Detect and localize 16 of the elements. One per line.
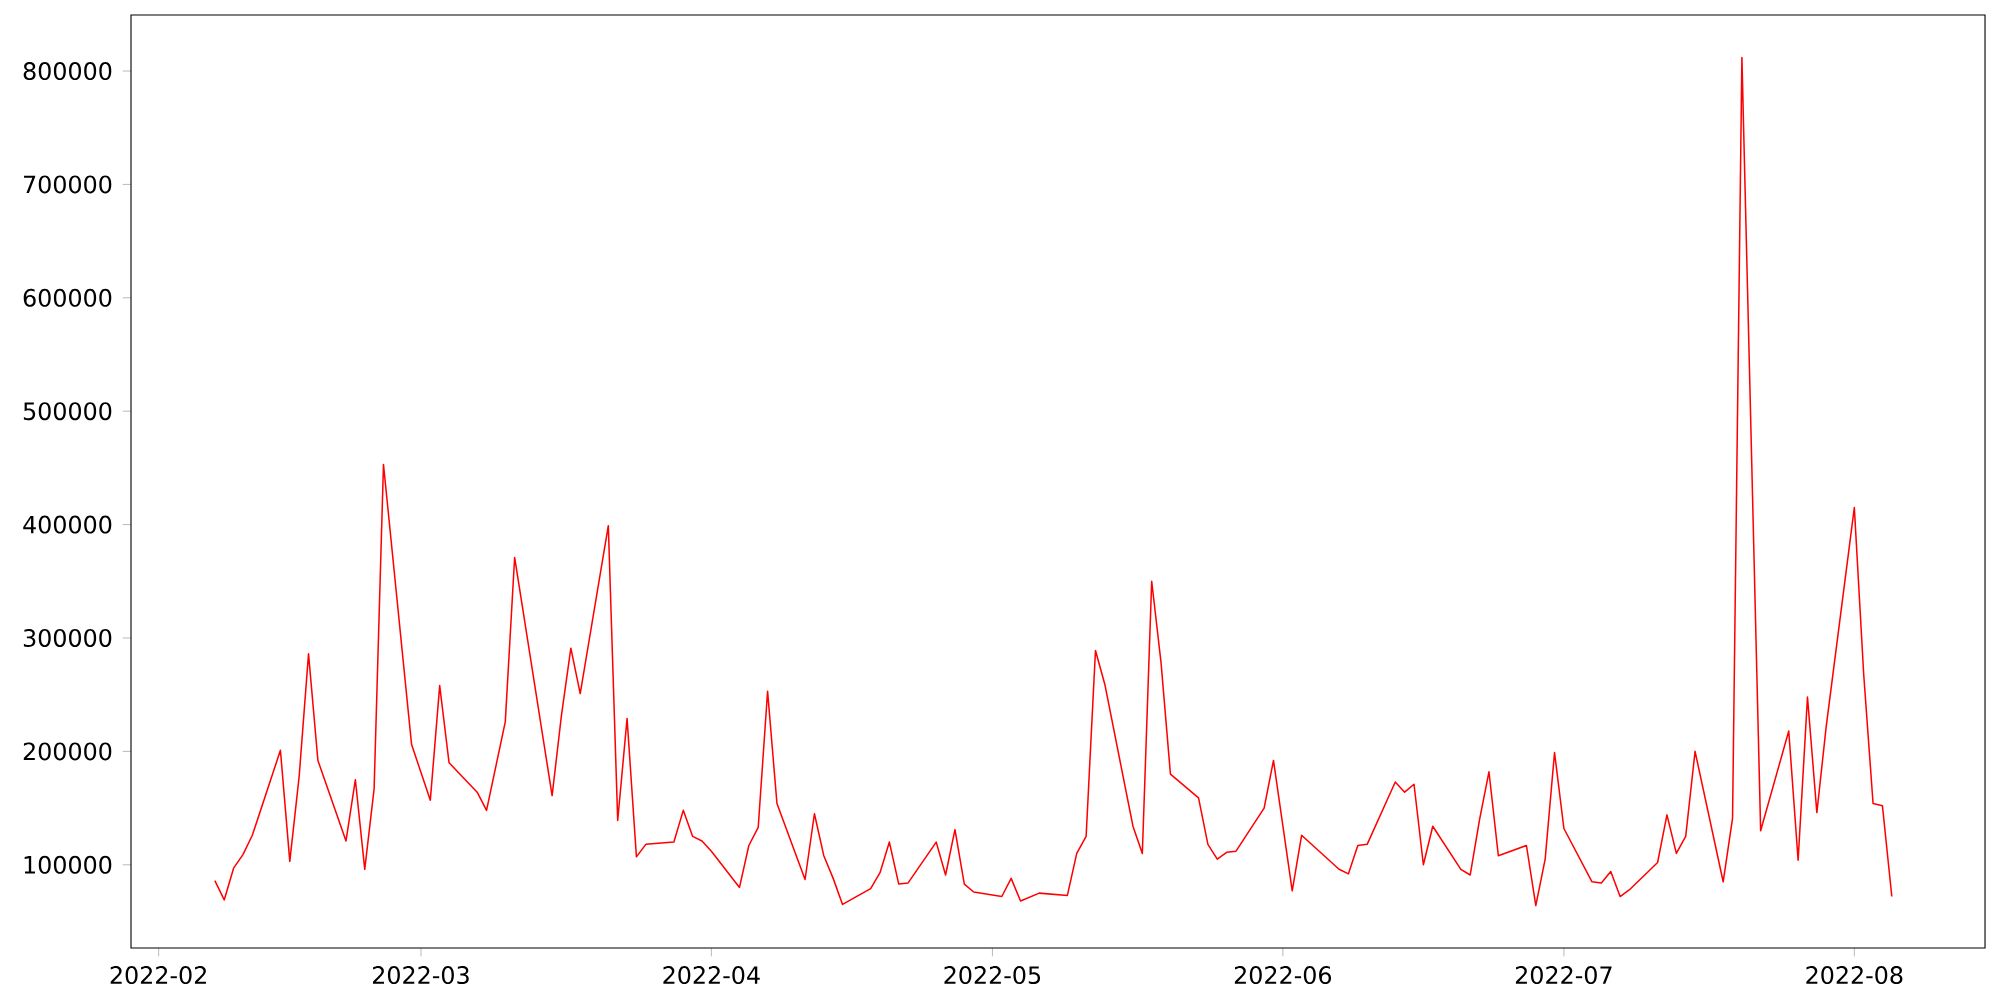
x-tick-label: 2022-06 bbox=[1234, 966, 1332, 985]
line-series bbox=[214, 56, 1893, 907]
y-tick-label: 400000 bbox=[23, 515, 112, 534]
y-tick-label: 600000 bbox=[23, 288, 112, 307]
x-tick-label: 2022-02 bbox=[110, 966, 206, 985]
x-tick-label: 2022-05 bbox=[944, 966, 1041, 985]
y-tick-label: 300000 bbox=[23, 628, 112, 647]
x-tick-label: 2022-03 bbox=[372, 966, 469, 985]
x-tick-label: 2022-08 bbox=[1806, 966, 1903, 985]
x-tick-label: 2022-07 bbox=[1515, 966, 1612, 985]
x-tick-label: 2022-04 bbox=[663, 966, 760, 985]
y-tick-label: 500000 bbox=[23, 402, 112, 421]
y-tick-label: 100000 bbox=[24, 855, 112, 874]
y-tick-label: 700000 bbox=[24, 175, 112, 194]
y-tick-label: 800000 bbox=[23, 62, 112, 81]
y-tick-label: 200000 bbox=[23, 742, 112, 761]
